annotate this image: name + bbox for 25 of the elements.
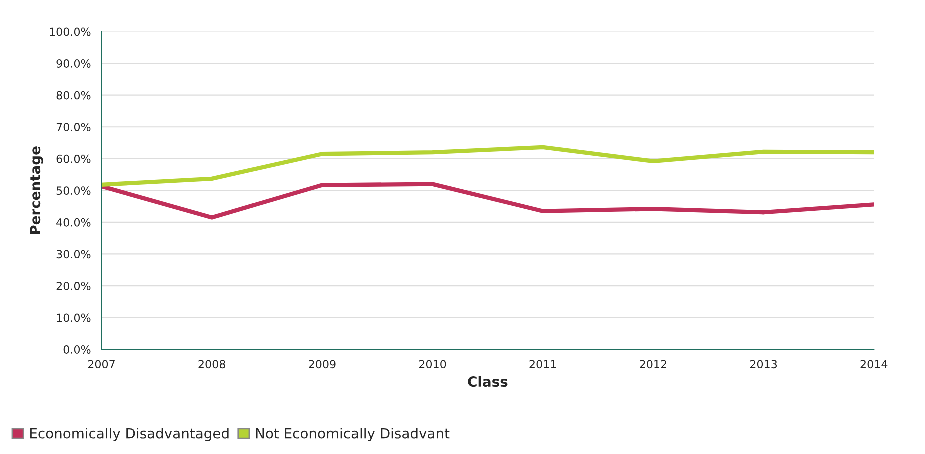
legend-label: Economically Disadvantaged <box>30 428 229 442</box>
y-tick-label: 90.0% <box>56 60 91 68</box>
x-axis-title: Class <box>468 376 508 388</box>
x-tick-label: 2008 <box>198 360 226 369</box>
x-tick-label: 2007 <box>88 360 115 369</box>
y-tick-label: 80.0% <box>56 91 91 100</box>
y-tick-label: 70.0% <box>56 123 91 132</box>
y-tick-label: 0.0% <box>64 346 91 354</box>
y-tick-label: 100.0% <box>50 28 91 36</box>
y-tick-label: 20.0% <box>56 282 91 290</box>
y-tick-label: 40.0% <box>56 218 91 227</box>
y-tick-label: 30.0% <box>56 250 91 259</box>
x-tick-label: 2010 <box>419 360 446 369</box>
y-axis-title: Percentage <box>30 146 44 234</box>
x-tick-label: 2009 <box>309 360 336 369</box>
y-tick-label: 50.0% <box>56 186 91 196</box>
legend-label: Not Economically Disadvant <box>256 428 450 442</box>
y-tick-label: 60.0% <box>56 154 91 164</box>
line-series <box>102 182 874 220</box>
x-tick-label: 2012 <box>640 360 666 369</box>
x-tick-label: 2014 <box>860 360 888 369</box>
y-tick-label: 10.0% <box>57 314 91 322</box>
x-tick-label: 2013 <box>750 360 778 369</box>
x-tick-label: 2011 <box>530 360 556 369</box>
line-series <box>102 145 874 188</box>
